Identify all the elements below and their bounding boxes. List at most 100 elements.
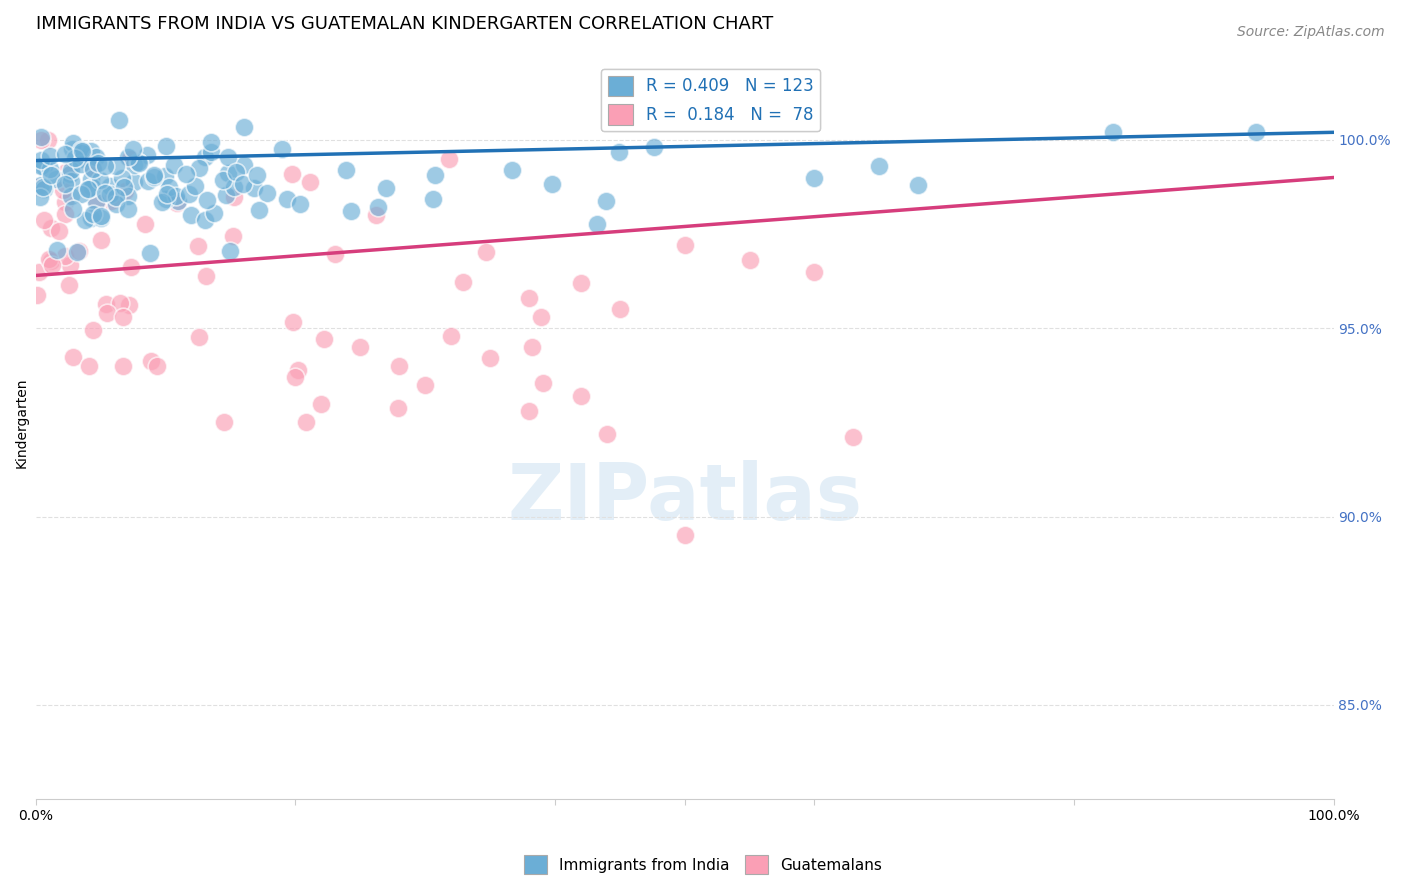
- Point: [77, 359, 100, 373]
- Point: [146, 359, 169, 373]
- Point: [517, 404, 540, 418]
- Point: [60, 142, 83, 156]
- Point: [41, 259, 63, 273]
- Point: [80, 145, 103, 159]
- Point: [437, 152, 460, 166]
- Point: [82, 162, 104, 177]
- Point: [32, 213, 55, 227]
- Point: [46, 244, 69, 258]
- Point: [413, 377, 436, 392]
- Point: [69, 156, 91, 170]
- Point: [70, 146, 93, 161]
- Point: [98, 186, 121, 201]
- Point: [276, 193, 298, 207]
- Point: [388, 359, 411, 373]
- Point: [803, 170, 825, 185]
- Point: [479, 351, 502, 366]
- Text: IMMIGRANTS FROM INDIA VS GUATEMALAN KINDERGARTEN CORRELATION CHART: IMMIGRANTS FROM INDIA VS GUATEMALAN KIND…: [37, 15, 773, 33]
- Text: Source: ZipAtlas.com: Source: ZipAtlas.com: [1237, 25, 1385, 39]
- Point: [59, 188, 82, 202]
- Point: [202, 206, 225, 220]
- Point: [212, 173, 235, 187]
- Point: [200, 135, 222, 149]
- Point: [27, 288, 49, 302]
- Point: [62, 350, 84, 364]
- Point: [70, 145, 93, 159]
- Point: [37, 133, 59, 147]
- Point: [311, 396, 333, 410]
- Point: [673, 238, 696, 252]
- Point: [323, 247, 346, 261]
- Point: [340, 203, 363, 218]
- Point: [517, 291, 540, 305]
- Point: [30, 153, 52, 167]
- Point: [187, 330, 209, 344]
- Point: [177, 187, 200, 202]
- Point: [128, 156, 150, 170]
- Point: [166, 196, 188, 211]
- Point: [32, 181, 55, 195]
- Point: [52, 183, 75, 197]
- Point: [63, 152, 86, 166]
- Point: [96, 306, 118, 320]
- Point: [157, 180, 180, 194]
- Point: [30, 159, 52, 173]
- Point: [79, 211, 101, 225]
- Point: [111, 359, 134, 373]
- Point: [77, 182, 100, 196]
- Point: [215, 188, 238, 202]
- Point: [738, 253, 761, 268]
- Point: [90, 209, 112, 223]
- Point: [98, 178, 121, 193]
- Point: [32, 179, 55, 194]
- Point: [200, 145, 222, 159]
- Point: [142, 170, 165, 185]
- Point: [184, 178, 207, 193]
- Point: [59, 162, 82, 177]
- Point: [107, 113, 129, 128]
- Point: [569, 276, 592, 290]
- Point: [38, 162, 60, 177]
- Point: [86, 195, 108, 210]
- Point: [86, 150, 108, 164]
- Point: [187, 238, 209, 252]
- Point: [55, 165, 77, 179]
- Point: [803, 265, 825, 279]
- Point: [53, 146, 76, 161]
- Point: [104, 196, 127, 211]
- Point: [281, 316, 304, 330]
- Point: [77, 182, 100, 196]
- Point: [222, 189, 245, 203]
- Point: [82, 323, 104, 337]
- Point: [288, 196, 311, 211]
- Point: [136, 174, 159, 188]
- Point: [84, 195, 107, 210]
- Point: [80, 160, 103, 174]
- Point: [225, 165, 247, 179]
- Point: [124, 175, 146, 189]
- Point: [53, 249, 76, 263]
- Point: [595, 194, 617, 208]
- Point: [166, 194, 188, 208]
- Point: [59, 167, 82, 181]
- Point: [607, 145, 630, 159]
- Point: [501, 163, 523, 178]
- Point: [72, 153, 94, 167]
- Point: [127, 155, 149, 169]
- Point: [53, 207, 76, 221]
- Point: [280, 167, 302, 181]
- Point: [122, 158, 145, 172]
- Point: [423, 168, 446, 182]
- Point: [34, 160, 56, 174]
- Point: [195, 193, 218, 207]
- Point: [217, 150, 239, 164]
- Point: [66, 244, 89, 259]
- Point: [90, 211, 112, 225]
- Point: [30, 129, 52, 144]
- Point: [1102, 125, 1125, 139]
- Point: [530, 310, 553, 324]
- Point: [541, 178, 564, 192]
- Point: [312, 332, 335, 346]
- Point: [120, 260, 142, 274]
- Point: [39, 221, 62, 235]
